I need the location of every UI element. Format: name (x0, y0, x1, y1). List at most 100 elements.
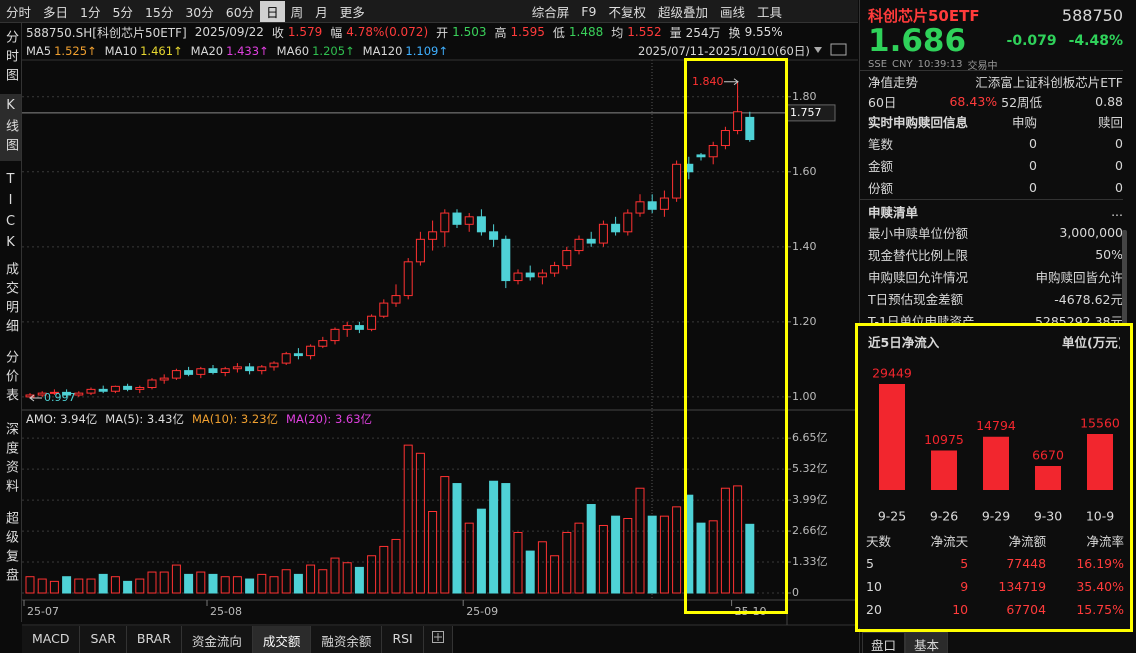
tab[interactable]: 15分 (144, 4, 174, 20)
indicator-tab[interactable]: BRAR (126, 626, 182, 653)
candle-body (37, 392, 47, 396)
panel-tab-active[interactable]: 基本 (905, 632, 949, 653)
candle-body (159, 377, 169, 381)
volume-bar (49, 580, 59, 594)
volume-bar (208, 573, 218, 594)
candle-body (257, 366, 267, 372)
tool[interactable]: 画线 (719, 4, 745, 20)
cell: 67704 (1006, 602, 1047, 617)
volume-bar (257, 573, 267, 594)
tool[interactable]: 工具 (756, 4, 782, 20)
tab[interactable]: 分时 (6, 4, 32, 20)
field-value: 1.488 (568, 25, 604, 39)
indicator-tab[interactable]: SAR (80, 626, 127, 653)
ma-value: 1.433↑ (226, 44, 269, 58)
field-label: 低 (552, 25, 565, 40)
unit: 单位(万元) (1062, 335, 1120, 350)
realtime-title: 实时申购赎回信息 (868, 115, 969, 130)
cell: 0 (1029, 179, 1037, 195)
tab[interactable]: 更多 (339, 4, 365, 20)
net-inflow-panel: 近5日净流入 单位(万元) 29449 9-25 10975 9-26 14794 9-2… (858, 326, 1128, 628)
scrollbar[interactable] (1122, 230, 1127, 350)
table-row: 5 5 77448 16.19% (866, 552, 1124, 575)
cell: 0 (1029, 135, 1037, 151)
column-header: 净流天 (930, 534, 969, 549)
y-tick-label: 2.66亿 (792, 524, 828, 537)
candle-body (123, 385, 133, 390)
volume-bar (537, 541, 547, 594)
volume-bar (379, 545, 389, 594)
tab[interactable]: 月 (315, 4, 328, 20)
ma-value: 1.109↑ (405, 44, 448, 58)
indicator-tab[interactable]: 资金流向 (181, 626, 253, 653)
volume-bar (147, 571, 157, 594)
table-row: 20 10 67704 15.75% (866, 598, 1124, 621)
plus-icon (431, 631, 444, 643)
tab[interactable]: 30分 (185, 4, 214, 20)
side-tab[interactable]: TICK (3, 172, 18, 256)
candle-body (501, 238, 511, 282)
volume-bar (171, 564, 181, 594)
tool[interactable]: F9 (581, 3, 597, 19)
volume-legend-item: MA(10): 3.23亿 (192, 412, 279, 426)
tab[interactable]: 1分 (80, 4, 101, 20)
side-tab[interactable]: 分时图 (3, 30, 18, 87)
field-label: 开 (436, 25, 449, 40)
tool[interactable]: 不复权 (608, 4, 646, 20)
inflow-date: 9-25 (878, 509, 906, 524)
volume-bar (37, 578, 47, 594)
volume-bar (489, 480, 499, 594)
net-inflow-table: 天数 净流天 净流额 净流率 5 5 77448 16.19% 10 9 134719 35.40% 2… (866, 529, 1124, 621)
candle-body (611, 223, 621, 233)
settings-icon[interactable] (830, 43, 847, 56)
volume-bar (708, 520, 718, 594)
candle-body (25, 394, 35, 398)
tab[interactable]: 多日 (43, 4, 69, 20)
inflow-bar (1035, 465, 1061, 490)
candle-body (367, 315, 377, 330)
low-arrow-head (29, 394, 35, 402)
volume-bar (220, 576, 230, 594)
inflow-date: 9-30 (1034, 509, 1062, 524)
inflow-date: 10-9 (1086, 509, 1114, 524)
add-tab[interactable] (423, 626, 453, 653)
tool[interactable]: 超级叠加 (657, 4, 708, 20)
side-tab[interactable]: 超级复盘 (3, 511, 18, 587)
panel-tab[interactable]: 盘口 (862, 632, 906, 653)
indicator-tab[interactable]: MACD (22, 626, 81, 653)
candle-body (184, 370, 194, 375)
candle-body (49, 391, 59, 394)
inflow-value: 10975 (924, 432, 964, 447)
more[interactable]: ... (1111, 203, 1123, 219)
exchange: SSE (868, 58, 888, 70)
volume-bar (513, 531, 523, 594)
volume-bar (135, 578, 145, 594)
nav-label[interactable]: 净值走势 (868, 75, 919, 90)
candle-body (86, 388, 96, 394)
indicator-tab[interactable]: RSI (382, 626, 424, 653)
candle-body (232, 366, 242, 370)
side-tab[interactable]: 分价表 (3, 350, 18, 407)
side-tab-active[interactable]: K线图 (0, 94, 21, 161)
x-tick-label: 25-08 (210, 605, 242, 618)
volume-bar (440, 476, 450, 594)
inflow-bar (1087, 433, 1113, 490)
tab[interactable]: 5分 (112, 4, 133, 20)
quote-header: 588750.SH[科创芯片50ETF] 2025/09/22 收 1.579 幅 4… (26, 22, 783, 42)
field-value: 1.579 (287, 25, 323, 39)
dropdown-icon[interactable] (814, 47, 822, 53)
tool[interactable]: 综合屏 (531, 4, 570, 20)
side-tab[interactable]: 成交明细 (3, 262, 18, 338)
tab[interactable]: 周 (290, 4, 304, 20)
volume-bar (428, 511, 438, 594)
volume-bar (745, 523, 755, 594)
tab[interactable]: 60分 (225, 4, 255, 20)
side-tab[interactable]: 深度资料 (3, 422, 18, 498)
candle-body (110, 385, 120, 392)
tab-active[interactable]: 日 (260, 0, 285, 22)
nav-return: 68.43% (949, 94, 998, 109)
cell: 20 (866, 602, 882, 617)
indicator-tab[interactable]: 融资余额 (311, 626, 383, 653)
indicator-tab-active[interactable]: 成交额 (252, 626, 312, 653)
